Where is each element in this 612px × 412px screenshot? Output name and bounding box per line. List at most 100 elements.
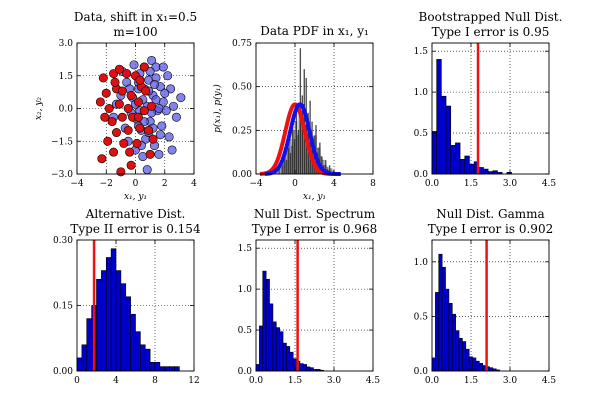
scatter-point (111, 128, 121, 138)
x-tick-label: 0 (133, 179, 139, 189)
scatter-point (133, 97, 143, 107)
y-tick-label: 3.0 (59, 39, 74, 49)
histogram-bar (101, 270, 107, 372)
histogram-bar (305, 77, 307, 174)
histogram-bar (149, 361, 156, 372)
histogram-bar (438, 253, 443, 372)
y-tick-label: 1.0 (414, 258, 429, 268)
histogram-bar (105, 257, 112, 372)
scatter-point (148, 134, 158, 144)
histogram-bar (110, 248, 117, 372)
x-tick-label: 0 (74, 376, 80, 386)
histogram-bar (303, 364, 308, 372)
chart-title: Alternative Dist. (85, 207, 186, 221)
scatter-point (123, 125, 133, 135)
plot-frame (255, 239, 374, 372)
chart-panel-6: 0.0 1.5 3.0 4.5 0.0 0.5 1.0 Null Dist. GammaTyp… (414, 207, 557, 386)
scatter-point (129, 60, 139, 70)
histogram-bar (295, 107, 298, 174)
x-tick-label: −2 (100, 179, 113, 189)
x-tick-label: 4 (191, 179, 197, 189)
x-tick-label: 0.0 (249, 376, 264, 386)
y-tick-label: 0.0 (59, 105, 74, 115)
x-tick-label: 4 (113, 376, 119, 386)
scatter-point (147, 55, 157, 65)
histogram-bar (130, 313, 136, 372)
scatter-point (122, 69, 132, 79)
histogram-bar (287, 147, 290, 174)
histogram-bar (120, 283, 127, 372)
scatter-point (158, 62, 168, 72)
scatter-point (154, 149, 164, 159)
x-axis-label: x₁, y₁ (303, 192, 326, 202)
scatter-point (151, 95, 161, 105)
histogram-bar (448, 303, 453, 372)
histogram-bar (76, 357, 83, 372)
x-tick-label: 1.5 (464, 376, 479, 386)
x-tick-label: −4 (70, 179, 84, 189)
scatter-point (145, 149, 155, 159)
histogram-bar (445, 288, 450, 372)
x-tick-label: −4 (249, 179, 263, 189)
y-tick-label: −3.0 (51, 170, 73, 180)
scatter-point (167, 145, 177, 155)
histogram-bar (286, 160, 288, 174)
histogram-bar (284, 156, 286, 174)
histogram-bar (169, 366, 175, 372)
x-tick-label: 12 (188, 376, 199, 386)
y-tick-label: 0.0 (238, 367, 253, 377)
scatter-point (101, 88, 111, 98)
y-tick-label: 0.50 (232, 83, 252, 93)
histogram-bar (483, 168, 489, 175)
scatter-point (125, 147, 135, 157)
pdf-curve-blue (263, 102, 343, 176)
chart-panel-3: 0.0 1.5 3.0 4.5 0.0 0.5 1.0 1.5 Bootstrapped Nul… (414, 10, 563, 189)
y-tick-label: 1.5 (414, 47, 429, 57)
histogram-bar (469, 163, 475, 175)
scatter-point (103, 136, 113, 146)
histogram-bar (135, 331, 141, 372)
chart-subtitle: Type I error is 0.95 (432, 25, 550, 39)
chart-panel-1: −4 −2 0 2 4 −3.0 −1.5 0.0 1.5 3.0 Data, shift in x… (34, 10, 197, 202)
histogram-bar (255, 364, 260, 372)
histogram-bar (265, 278, 270, 372)
scatter-point (171, 112, 181, 122)
x-tick-label: 1.5 (464, 179, 479, 189)
scatter-point (117, 86, 127, 96)
histogram-bar (475, 360, 480, 372)
histogram-bar (279, 331, 284, 372)
scatter-point (107, 117, 117, 127)
scatter-point (155, 130, 165, 140)
scatter-point (169, 101, 179, 111)
scatter-point (117, 112, 127, 122)
plot-frame (431, 239, 550, 372)
scatter-point (104, 104, 114, 114)
x-tick-label: 3.0 (327, 376, 342, 386)
histogram-bar (455, 330, 460, 372)
scatter-point (123, 104, 133, 114)
scatter-point (126, 90, 136, 100)
y-tick-label: 0.30 (53, 236, 73, 246)
histogram-bar (282, 165, 284, 174)
scatter-point (176, 93, 186, 103)
histogram-bar (328, 165, 331, 174)
x-tick-label: 0.0 (425, 179, 440, 189)
y-tick-label: 0.5 (414, 312, 429, 322)
scatter-point (119, 138, 129, 148)
histogram-bar (86, 318, 92, 372)
histogram-bar (492, 170, 498, 175)
scatter-point (139, 106, 149, 116)
scatter-point (95, 97, 105, 107)
histogram-bar (269, 303, 274, 372)
histogram-bar (125, 296, 131, 372)
histogram-bar (81, 344, 88, 372)
chart-panel-5: 0.0 1.5 3.0 4.5 0.0 0.5 1.0 1.5 Null Dist. Spect… (238, 207, 381, 386)
x-tick-label: 4.5 (366, 376, 381, 386)
histogram-bar (458, 337, 463, 372)
scatter-point (97, 154, 107, 164)
histogram-bar (319, 142, 321, 174)
histogram-bar (297, 130, 300, 174)
histogram-bar (441, 266, 446, 372)
histogram-bar (309, 367, 314, 372)
histogram-bar (140, 344, 146, 372)
